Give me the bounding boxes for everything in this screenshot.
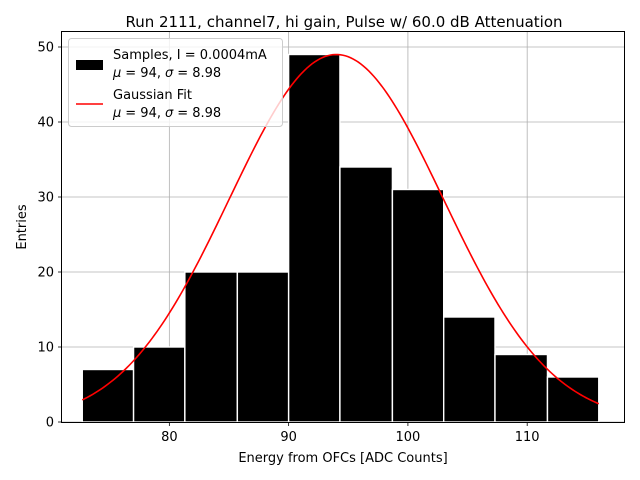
y-tick-label: 50: [37, 41, 54, 56]
x-tick-label: 80: [161, 430, 178, 445]
y-tick-label: 10: [37, 341, 54, 356]
y-tick-label: 30: [37, 191, 54, 206]
legend: Samples, I = 0.0004mA μ = 94, σ = 8.98 Gaus…: [68, 38, 283, 127]
x-tick-label: 100: [395, 430, 420, 445]
histogram-bar-2: [132, 346, 186, 423]
y-axis-label: Entries: [15, 204, 30, 250]
legend-samples-stats: μ = 94, σ = 8.98: [112, 66, 221, 81]
legend-fit-mu-value: = 94,: [125, 106, 161, 121]
legend-samples-label: Samples, I = 0.0004mA: [113, 48, 267, 63]
legend-samples-sigma-symbol: σ: [165, 66, 174, 81]
y-tick-label: 20: [37, 266, 54, 281]
legend-samples-mu-symbol: μ: [112, 66, 121, 81]
histogram-bar-8: [442, 316, 496, 423]
legend-fit-stats: μ = 94, σ = 8.98: [112, 106, 221, 121]
legend-fit-sigma-symbol: σ: [165, 106, 174, 121]
histogram-bar-6: [339, 166, 394, 423]
legend-fit-mu-symbol: μ: [112, 106, 121, 121]
legend-samples-swatch: [76, 60, 103, 70]
x-tick-label: 90: [280, 430, 297, 445]
histogram-bar-3: [184, 271, 239, 423]
chart-title: Run 2111, channel7, hi gain, Pulse w/ 60…: [125, 13, 562, 31]
y-tick-label: 0: [46, 416, 54, 431]
x-axis-ticks: 80 90 100 110: [161, 422, 540, 445]
histogram-bar-7: [391, 188, 445, 423]
histogram-bar-4: [236, 271, 290, 423]
y-tick-label: 40: [37, 116, 54, 131]
histogram-bar-9: [494, 353, 549, 423]
legend-fit-label: Gaussian Fit: [113, 88, 192, 103]
legend-samples-mu-value: = 94,: [125, 66, 161, 81]
y-axis-ticks: 0 10 20 30 40 50: [37, 41, 62, 431]
legend-box: [68, 38, 283, 127]
histogram-bar-5: [287, 53, 341, 423]
legend-fit-sigma-value: = 8.98: [177, 106, 221, 121]
x-axis-label: Energy from OFCs [ADC Counts]: [238, 451, 447, 466]
x-tick-label: 110: [515, 430, 540, 445]
gaussian-fit-curve: [81, 53, 600, 405]
legend-samples-sigma-value: = 8.98: [177, 66, 221, 81]
plot-frame: [61, 31, 625, 423]
